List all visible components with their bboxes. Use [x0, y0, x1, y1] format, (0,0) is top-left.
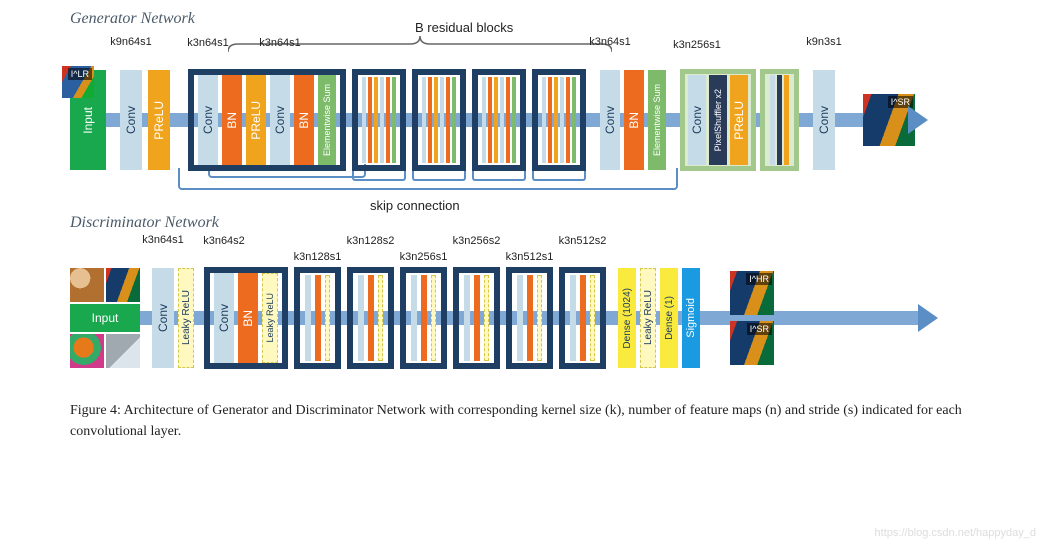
disc-arrow-head-icon [918, 304, 938, 332]
gen-post-bn: BN [624, 70, 644, 170]
gen-residual-mini [412, 69, 466, 171]
disc-sigmoid: Sigmoid [682, 268, 700, 368]
res-prelu: PReLU [246, 75, 266, 165]
pix-conv: k3n256s1 Conv [688, 75, 706, 165]
pix-prelu: PReLU [730, 75, 748, 165]
gen-post-sum: Elementwise Sum [648, 70, 666, 170]
disc-group-mini: k3n256s1 [400, 267, 447, 369]
dg-bn: BN [238, 273, 258, 363]
gen-residual-mini [352, 69, 406, 171]
disc-thumb-1 [70, 268, 104, 302]
pix-shuffle: PixelShuffler x2 [709, 75, 727, 165]
gen-pixelshuffle-mini [760, 69, 799, 171]
generator-title: Generator Network [70, 10, 974, 28]
disc-thumb-2 [106, 268, 140, 302]
res-sum: Elementwise Sum [318, 75, 336, 165]
disc-thumb-4 [106, 334, 140, 368]
disc-lrelu1: Leaky ReLU [178, 268, 194, 368]
disc-group-mini: k3n256s2 [453, 267, 500, 369]
res-bn2: BN [294, 75, 314, 165]
discriminator-section: Discriminator Network Input [70, 214, 974, 378]
lr-thumbnail: I^LR [62, 66, 94, 98]
gen-pixelshuffle-block: k3n256s1 Conv PixelShuffler x2 PReLU [680, 69, 756, 171]
disc-group-mini: k3n128s2 [347, 267, 394, 369]
disc-group-mini: k3n128s1 [294, 267, 341, 369]
skip-label: skip connection [370, 198, 460, 213]
disc-dense1: Dense (1024) [618, 268, 636, 368]
gen-prelu1: PReLU [148, 70, 170, 170]
generator-row: I^LR Input k9n64s1 Conv PReLU k3n64s1 Co… [70, 60, 974, 180]
disc-group-mini: k3n512s2 [559, 267, 606, 369]
gen-residual-mini [532, 69, 586, 171]
gen-out-conv: k9n3s1 Conv [813, 70, 835, 170]
dg-conv: k3n64s2 Conv [214, 273, 234, 363]
res-conv2: k3n64s1 Conv [270, 75, 290, 165]
gen-residual-block: k3n64s1 Conv BN PReLU k3n64s1 Conv BN El… [188, 69, 346, 171]
gen-post-conv: k3n64s1 Conv [600, 70, 620, 170]
figure-caption: Figure 4: Architecture of Generator and … [70, 400, 974, 442]
generator-section: Generator Network B residual blocks I^LR… [70, 10, 974, 180]
dg-lrelu: Leaky ReLU [262, 273, 278, 363]
disc-out-sr: I^SR [730, 321, 774, 365]
disc-out-hr: I^HR [730, 271, 774, 315]
disc-thumb-3 [70, 334, 104, 368]
gen-input-label: Input [81, 107, 95, 134]
res-conv1: k3n64s1 Conv [198, 75, 218, 165]
disc-dense2: Dense (1) [660, 268, 678, 368]
residual-brace-label: B residual blocks [415, 20, 513, 35]
discriminator-row: Input k3n64s1 Conv Leaky ReLU k3n64s2 Co… [70, 258, 974, 378]
disc-group-block: k3n64s2 Conv BN Leaky ReLU [204, 267, 288, 369]
discriminator-title: Discriminator Network [70, 214, 974, 232]
gen-arrow-head-icon [908, 106, 928, 134]
disc-group-mini: k3n512s1 [506, 267, 553, 369]
gen-input-block: I^LR Input [70, 70, 106, 170]
disc-input-block: Input [70, 304, 140, 332]
watermark: https://blog.csdn.net/happyday_d [875, 527, 1036, 539]
gen-conv1: k9n64s1 Conv [120, 70, 142, 170]
disc-lrelu2: Leaky ReLU [640, 268, 656, 368]
disc-conv1: k3n64s1 Conv [152, 268, 174, 368]
gen-residual-mini [472, 69, 526, 171]
res-bn1: BN [222, 75, 242, 165]
